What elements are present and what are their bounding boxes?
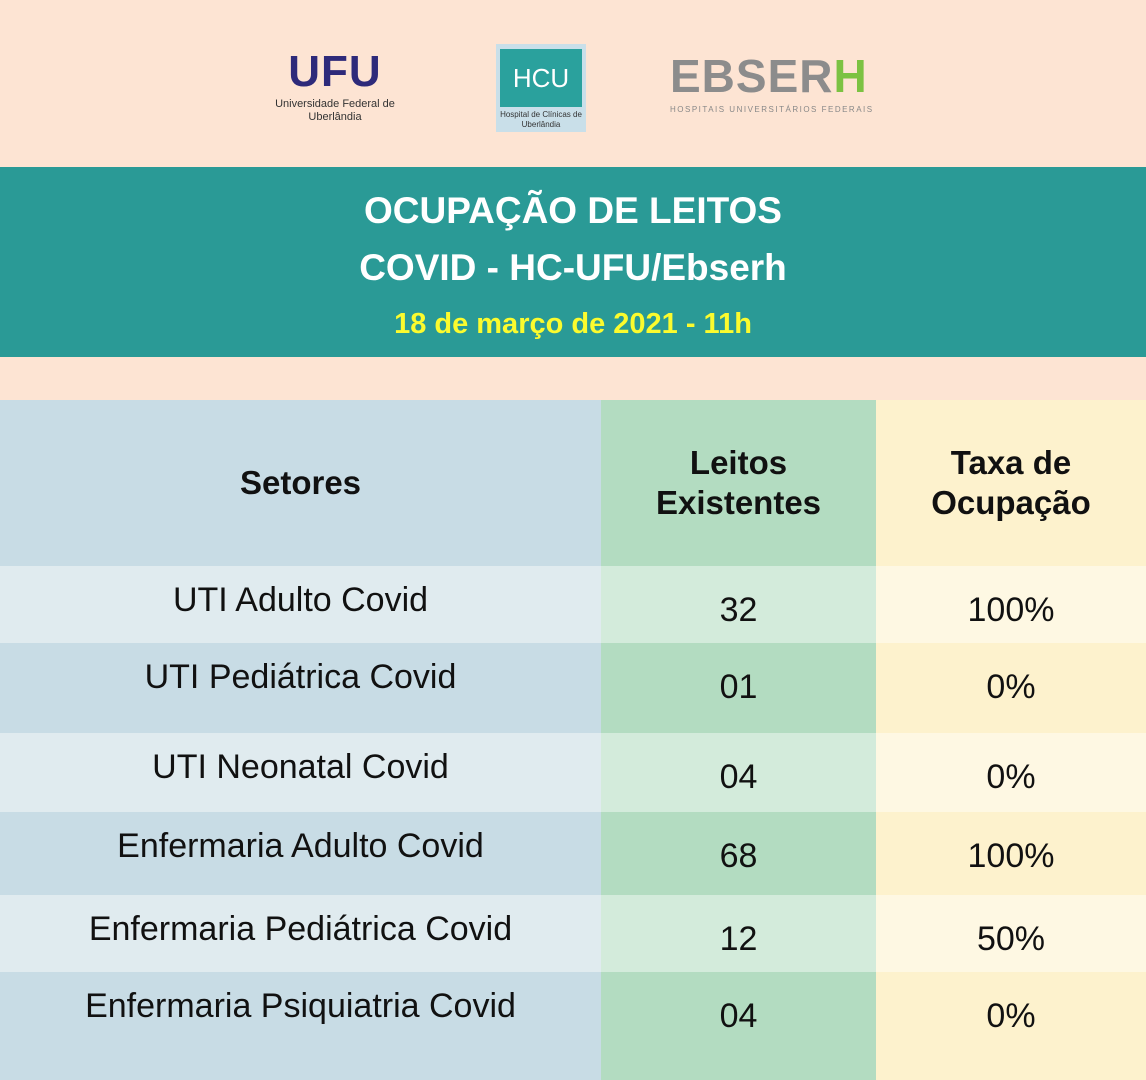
column-header-taxa: Taxa de Ocupação <box>876 400 1146 566</box>
hc-logo: HCU Hospital de Clínicas de Uberlândia <box>496 44 586 132</box>
occupancy-rate-cell: 0% <box>876 733 1146 812</box>
title-band: OCUPAÇÃO DE LEITOS COVID - HC-UFU/Ebserh… <box>0 167 1146 357</box>
column-header-leitos: Leitos Existentes <box>601 400 876 566</box>
sector-cell: UTI Neonatal Covid <box>0 733 601 812</box>
sector-cell: UTI Adulto Covid <box>0 566 601 643</box>
logos-bar: UFU Universidade Federal de Uberlândia H… <box>0 40 1146 140</box>
title-line-1: OCUPAÇÃO DE LEITOS <box>363 190 782 231</box>
beds-cell: 01 <box>601 643 876 733</box>
occupancy-rate-cell: 100% <box>876 566 1146 643</box>
ufu-logo-subtitle: Universidade Federal de Uberlândia <box>275 98 395 123</box>
table-row: UTI Pediátrica Covid 01 0% <box>0 643 1146 733</box>
ufu-logo-mark: UFU <box>288 47 382 96</box>
hc-logo-mark: HCU <box>500 49 582 107</box>
beds-cell: 04 <box>601 972 876 1080</box>
date-subtitle: 18 de março de 2021 - 11h <box>394 308 752 340</box>
table-row: Enfermaria Adulto Covid 68 100% <box>0 812 1146 895</box>
sector-cell: UTI Pediátrica Covid <box>0 643 601 733</box>
occupancy-rate-cell: 100% <box>876 812 1146 895</box>
beds-cell: 12 <box>601 895 876 972</box>
beds-cell: 04 <box>601 733 876 812</box>
hc-logo-subtitle: Hospital de Clínicas de Uberlândia <box>500 110 582 129</box>
ebserh-logo-mark: EBSERH <box>670 48 910 104</box>
column-header-setores: Setores <box>0 400 601 566</box>
occupancy-table: Setores Leitos Existentes Taxa de Ocupaç… <box>0 400 1146 1080</box>
title-line-2: COVID - HC-UFU/Ebserh <box>359 247 787 288</box>
occupancy-rate-cell: 0% <box>876 643 1146 733</box>
table-row: UTI Adulto Covid 32 100% <box>0 566 1146 643</box>
ufu-logo: UFU Universidade Federal de Uberlândia <box>255 46 415 124</box>
column-header-leitos-text: Leitos Existentes <box>655 444 822 521</box>
beds-cell: 32 <box>601 566 876 643</box>
sector-cell: Enfermaria Adulto Covid <box>0 812 601 895</box>
occupancy-rate-cell: 0% <box>876 972 1146 1080</box>
sector-cell: Enfermaria Psiquiatria Covid <box>0 972 601 1080</box>
ebserh-mark-main: EBSER <box>670 50 834 102</box>
column-header-taxa-text: Taxa de Ocupação <box>931 444 1091 521</box>
beds-cell: 68 <box>601 812 876 895</box>
ebserh-mark-accent: H <box>833 50 868 102</box>
sector-cell: Enfermaria Pediátrica Covid <box>0 895 601 972</box>
ebserh-logo-subtitle: HOSPITAIS UNIVERSITÁRIOS FEDERAIS <box>670 105 874 114</box>
occupancy-rate-cell: 50% <box>876 895 1146 972</box>
ebserh-logo: EBSERH HOSPITAIS UNIVERSITÁRIOS FEDERAIS <box>670 48 910 116</box>
table-header-row: Setores Leitos Existentes Taxa de Ocupaç… <box>0 400 1146 566</box>
table-row: UTI Neonatal Covid 04 0% <box>0 733 1146 812</box>
table-row: Enfermaria Psiquiatria Covid 04 0% <box>0 972 1146 1080</box>
table-row: Enfermaria Pediátrica Covid 12 50% <box>0 895 1146 972</box>
